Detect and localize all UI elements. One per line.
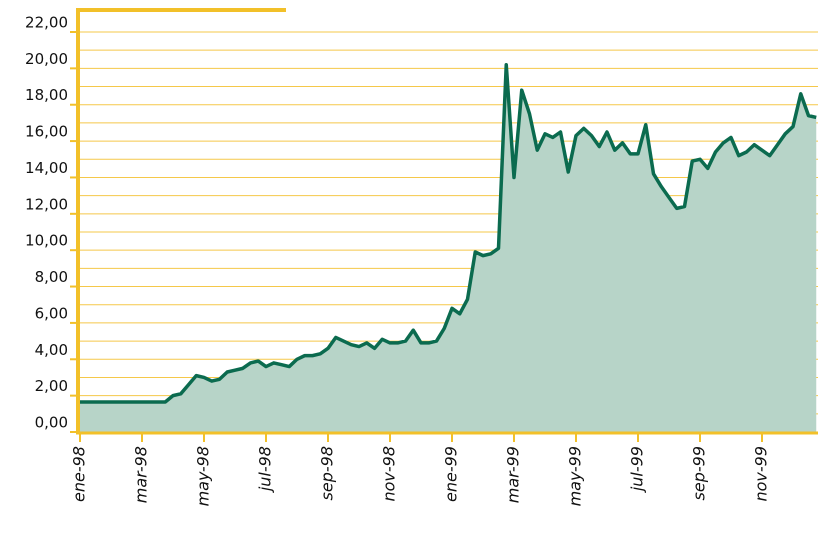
- x-tick-label: ene-99: [442, 446, 461, 502]
- x-tick-label: nov-98: [380, 446, 399, 502]
- x-tick-label: sep-99: [690, 446, 709, 500]
- x-tick-label: jul-98: [256, 446, 275, 493]
- y-tick-label: 6,00: [35, 304, 68, 322]
- y-tick-label: 18,00: [25, 86, 68, 104]
- x-tick-label: may-99: [566, 446, 585, 506]
- y-tick-label: 10,00: [25, 232, 68, 250]
- x-tick-label: may-98: [194, 446, 213, 506]
- y-tick-label: 20,00: [25, 50, 68, 68]
- y-tick-label: 22,00: [25, 14, 68, 32]
- x-tick-label: mar-99: [504, 446, 523, 503]
- y-tick-label: 12,00: [25, 195, 68, 213]
- x-tick-label: mar-98: [132, 446, 151, 503]
- x-tick-label: sep-98: [318, 446, 337, 500]
- line: [80, 62, 817, 404]
- y-tick-label: 14,00: [25, 159, 68, 177]
- y-tick-label: 8,00: [35, 268, 68, 286]
- x-tick-label: nov-99: [752, 446, 771, 502]
- x-tick-label: ene-98: [70, 446, 89, 502]
- y-tick-label: 0,00: [35, 414, 68, 432]
- y-tick-label: 16,00: [25, 123, 68, 141]
- area: [80, 64, 817, 433]
- x-tick-label: jul-99: [628, 446, 647, 493]
- y-tick-label: 4,00: [35, 341, 68, 359]
- y-tick-label: 2,00: [35, 377, 68, 395]
